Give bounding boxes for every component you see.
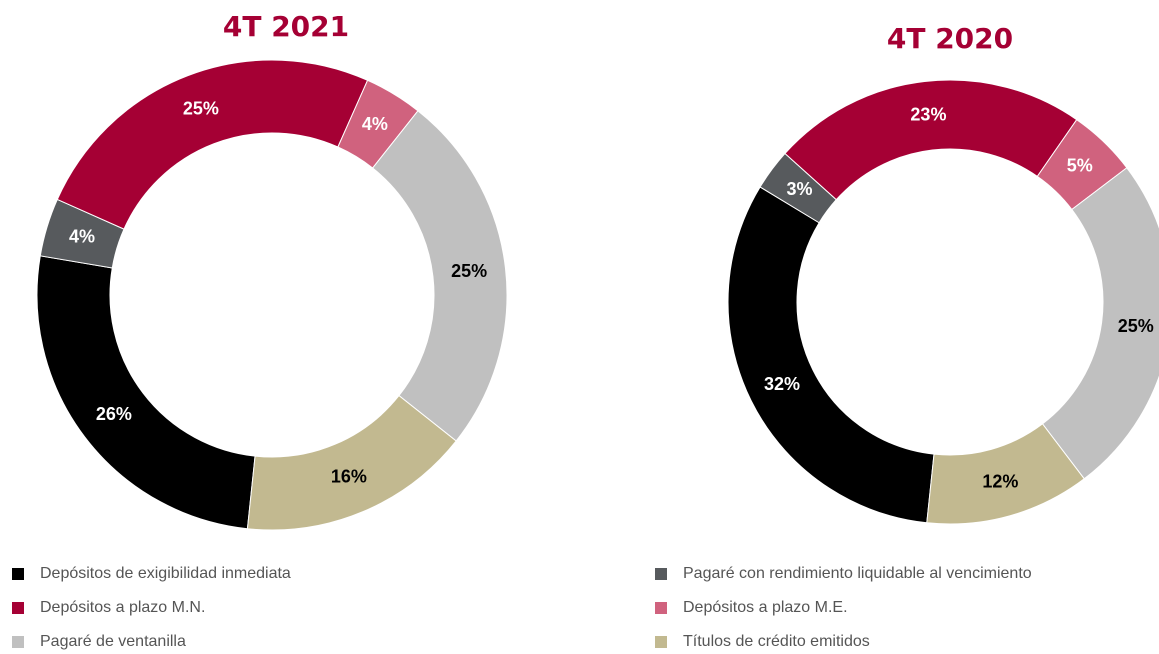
donut-slice: [36, 255, 256, 530]
legend-swatch: [655, 602, 667, 614]
legend-swatch: [12, 568, 24, 580]
data-label: 25%: [183, 98, 219, 118]
data-label: 12%: [982, 471, 1018, 491]
data-label: 26%: [96, 404, 132, 424]
donut-slice: [371, 110, 508, 442]
legend-swatch: [655, 636, 667, 648]
chart-title: 4T 2021: [223, 10, 349, 43]
legend-swatch: [12, 636, 24, 648]
donut-slice: [1041, 167, 1159, 480]
data-label: 5%: [1067, 155, 1093, 175]
donut-slice: [727, 186, 935, 524]
legend-label: Depósitos a plazo M.E.: [683, 599, 848, 616]
donut-slice: [784, 79, 1078, 201]
legend-swatch: [12, 602, 24, 614]
data-label: 32%: [764, 374, 800, 394]
data-label: 25%: [1118, 316, 1154, 336]
data-label: 16%: [331, 467, 367, 487]
legend-label: Depósitos a plazo M.N.: [40, 599, 205, 616]
legend-label: Depósitos de exigibilidad inmediata: [40, 565, 291, 582]
data-label: 25%: [451, 261, 487, 281]
data-label: 4%: [69, 226, 95, 246]
legend-label: Pagaré con rendimiento liquidable al ven…: [683, 565, 1032, 582]
legend-label: Pagaré de ventanilla: [40, 633, 186, 650]
donut-slice: [56, 59, 369, 230]
data-label: 4%: [362, 114, 388, 134]
donut-slice: [246, 394, 457, 531]
data-label: 3%: [786, 179, 812, 199]
donut-slice: [926, 423, 1085, 525]
data-label: 23%: [910, 104, 946, 124]
legend-label: Títulos de crédito emitidos: [683, 633, 870, 650]
legend-swatch: [655, 568, 667, 580]
chart-title: 4T 2020: [887, 22, 1013, 55]
